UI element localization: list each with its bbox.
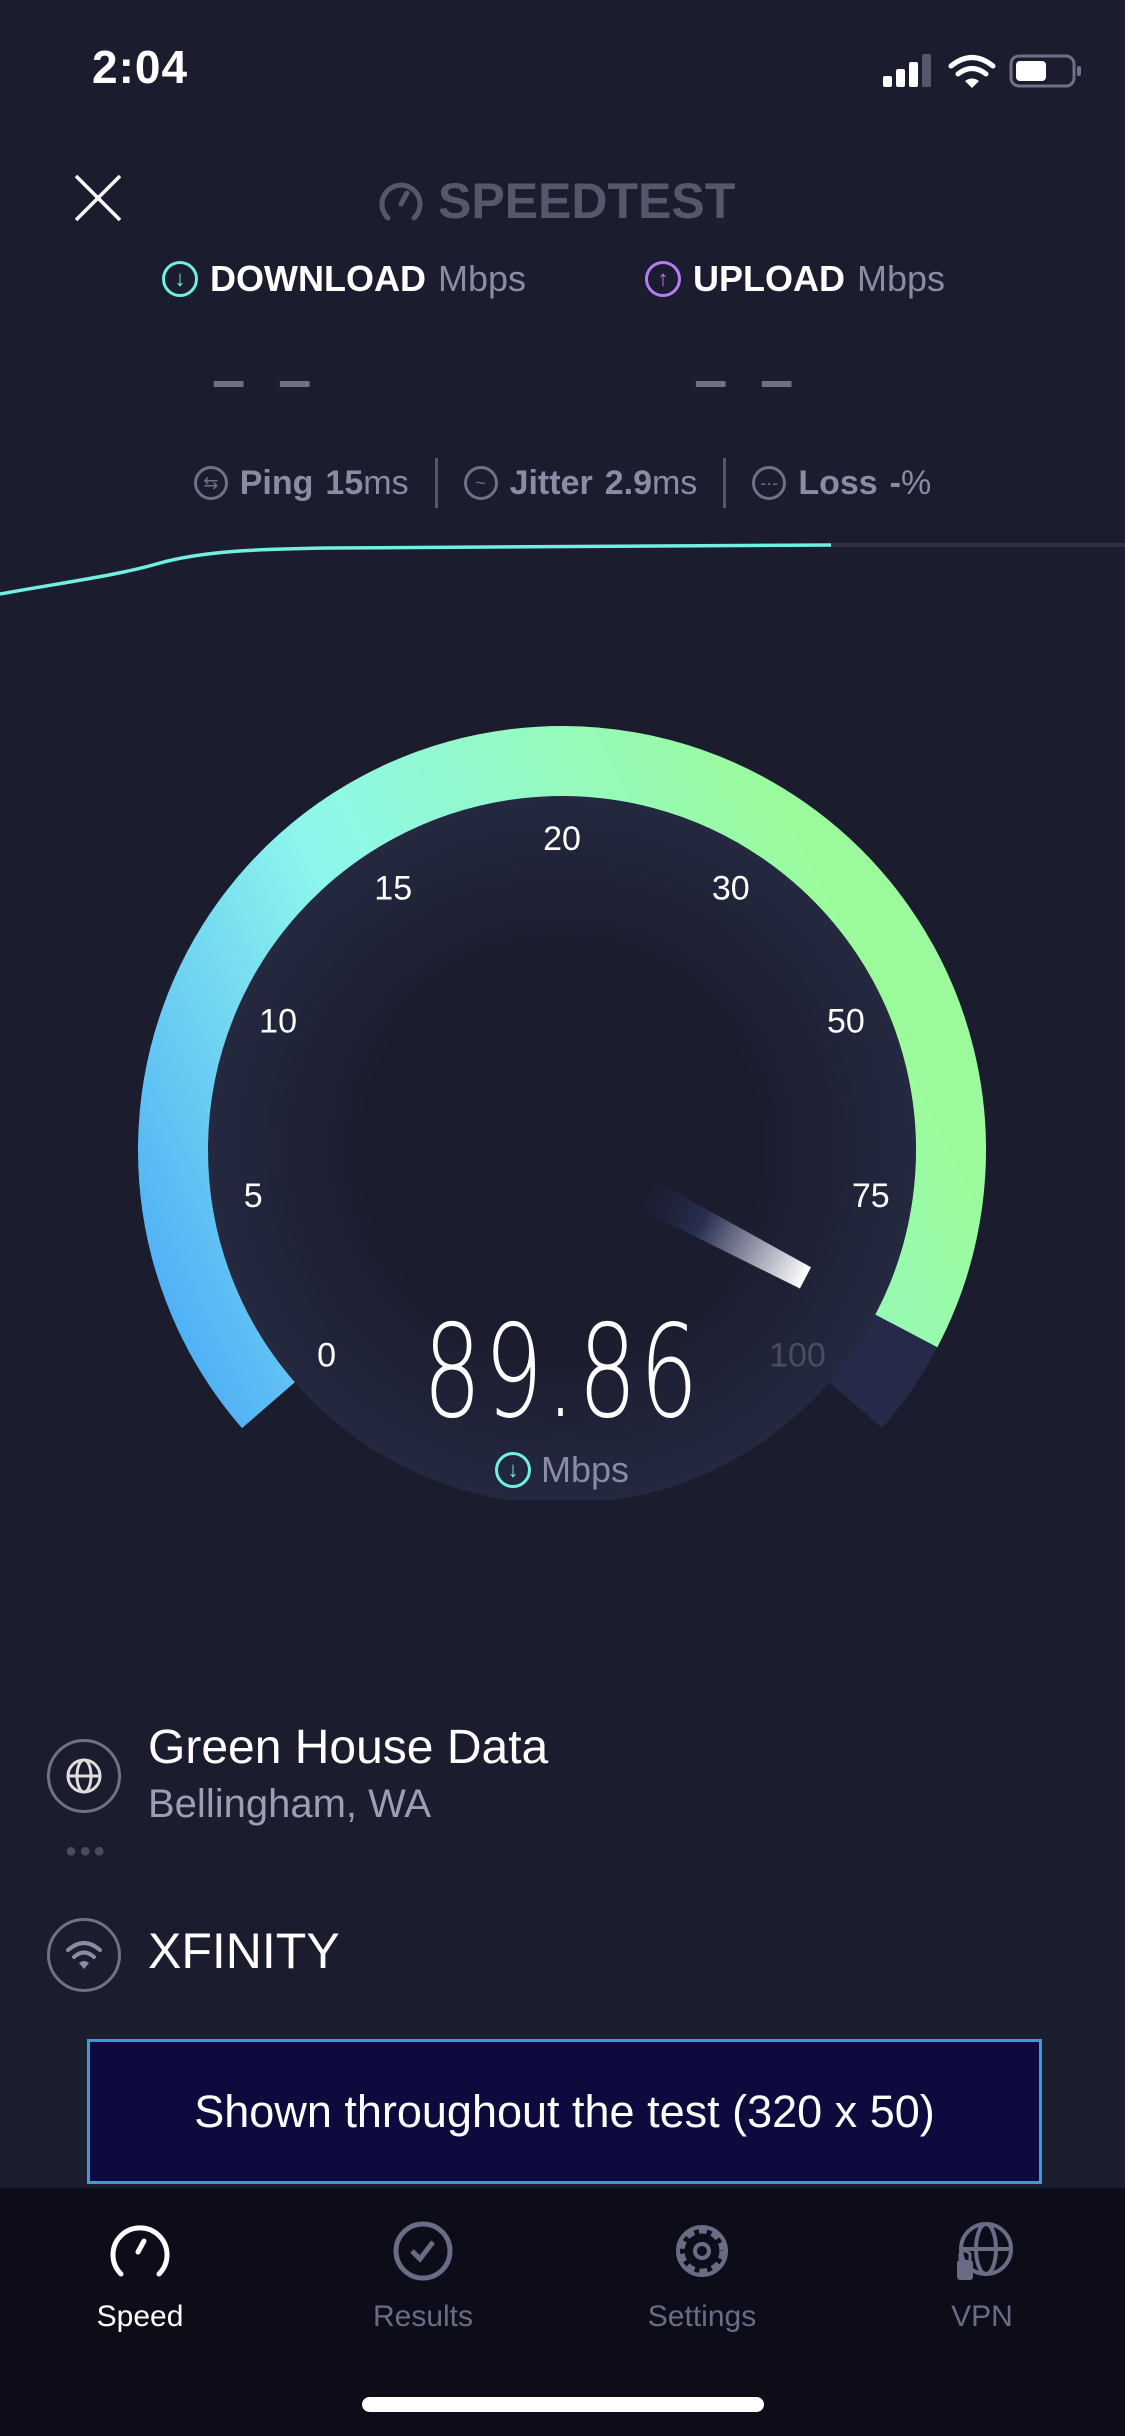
gauge-tick-label: 50 [827, 1003, 865, 1041]
loss-icon: -·- [752, 466, 787, 500]
signal-icon [883, 54, 931, 87]
server-location: Bellingham, WA [148, 1782, 432, 1826]
gauge-tick-label: 30 [712, 870, 750, 908]
divider [723, 458, 727, 508]
home-indicator[interactable] [362, 2397, 764, 2412]
gauge-tick-label: 75 [852, 1177, 890, 1215]
upload-header: ↑ UPLOAD Mbps [645, 258, 945, 300]
tab-speed[interactable]: Speed [40, 2220, 240, 2334]
loss-stat: -·- Loss -% [726, 464, 957, 503]
speed-icon [110, 2225, 170, 2277]
isp-name: XFINITY [148, 1923, 340, 1979]
tab-bar: Speed Results Settings VPN [0, 2188, 1125, 2436]
server-globe-icon[interactable] [47, 1739, 121, 1813]
globe-lock-icon [957, 2222, 1013, 2280]
upload-value: – – [694, 346, 802, 413]
gauge-tick-label: 20 [543, 820, 581, 858]
upload-icon: ↑ [645, 261, 681, 297]
gauge-tick-label: 0 [317, 1337, 336, 1375]
current-speed-value: 89.86 [422, 1298, 702, 1447]
gauge-tick-label: 100 [769, 1337, 826, 1375]
gauge-graphics: 0 5 10 15 20 30 50 75 100 [0, 543, 1125, 1500]
gauge-needle [638, 1180, 812, 1289]
tab-results[interactable]: Results [323, 2220, 523, 2334]
wifi-icon [47, 1918, 121, 1992]
speedometer-logo-icon [379, 182, 423, 221]
gauge-tick-label: 10 [259, 1003, 297, 1041]
download-icon: ↓ [162, 261, 198, 297]
tab-vpn[interactable]: VPN [882, 2220, 1082, 2334]
jitter-icon: ~ [463, 466, 498, 500]
server-name[interactable]: Green House Data [148, 1721, 549, 1774]
stats-row: ⇆ Ping 15ms ~ Jitter 2.9ms -·- Loss -% [0, 458, 1125, 508]
gauge-tick-label: 5 [244, 1177, 263, 1215]
download-header: ↓ DOWNLOAD Mbps [162, 258, 526, 300]
tab-settings[interactable]: Settings [602, 2220, 802, 2334]
wifi-icon [948, 55, 996, 77]
gauge-progress-arc [138, 726, 986, 1429]
speedtest-logo: SPEEDTEST [378, 172, 735, 230]
gauge-tick-label: 15 [374, 870, 412, 908]
gear-icon [676, 2225, 728, 2277]
download-value: – – [212, 346, 320, 413]
current-speed-unit: ↓ Mbps [412, 1448, 712, 1492]
ping-icon: ⇆ [193, 466, 228, 500]
download-graph-line [0, 543, 832, 596]
ping-stat: ⇆ Ping 15ms [168, 464, 435, 503]
gauge-remaining-arc [828, 1314, 938, 1429]
more-dots-icon[interactable]: ●●● [65, 1840, 108, 1862]
close-icon[interactable] [72, 172, 124, 224]
download-icon: ↓ [494, 1452, 531, 1488]
divider [434, 458, 438, 508]
status-time: 2:04 [92, 41, 189, 93]
gauge-face [208, 796, 916, 1500]
jitter-stat: ~ Jitter 2.9ms [438, 464, 724, 503]
ad-banner[interactable]: Shown throughout the test (320 x 50) [87, 2039, 1042, 2184]
status-icons [883, 54, 1081, 88]
battery-icon [1009, 54, 1081, 88]
check-circle-icon [393, 2221, 453, 2281]
